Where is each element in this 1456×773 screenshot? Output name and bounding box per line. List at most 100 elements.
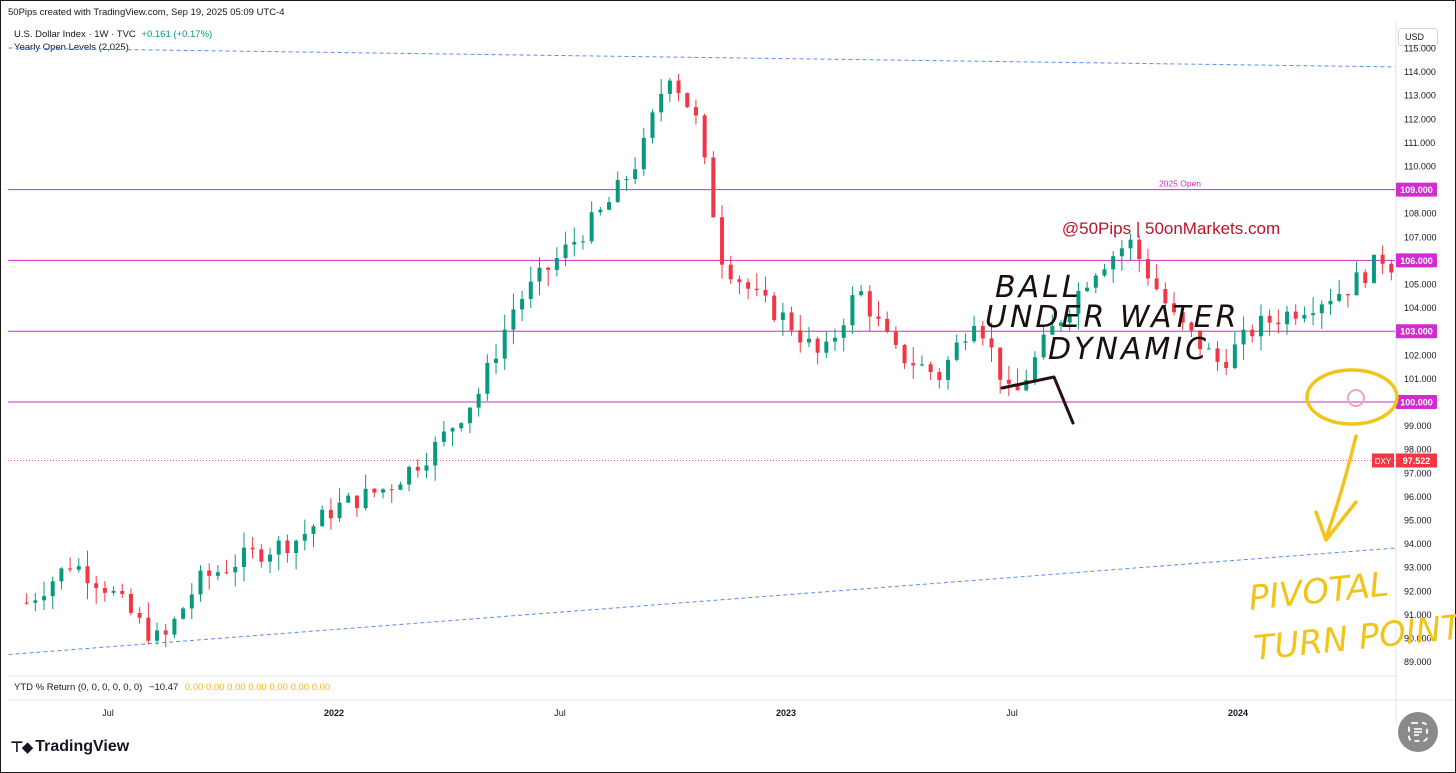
candle-body [172,618,177,635]
candle-body [1389,263,1394,273]
candle-body [580,241,585,243]
brand-label: TradingView [35,738,130,755]
candle-body [50,581,55,597]
candle-body [1006,379,1011,384]
candle-body [1250,329,1255,337]
candle-body [824,341,829,353]
candle-body [815,338,820,353]
trendline [8,547,1395,656]
candle-body [1137,239,1142,260]
candle-body [1258,315,1263,337]
candle-body [1059,322,1064,326]
candle-body [363,488,368,509]
ytd-legend[interactable]: YTD % Return (0, 0, 0, 0, 0, 0) −10.47 0… [14,682,330,693]
candle-body [1363,272,1368,284]
x-tick-label: Jul [1006,708,1018,718]
candle-body [1067,313,1072,323]
candle-body [181,608,186,619]
level-price-label: 106.000 [1400,256,1433,266]
pivot-arrowhead [1314,500,1358,542]
y-tick-label: 101.000 [1404,374,1437,384]
candle-body [120,590,125,594]
currency-unit-button[interactable]: USD [1398,28,1438,46]
y-tick-label: 102.000 [1404,350,1437,360]
candle-body [407,466,412,485]
screenshot-button[interactable] [1398,712,1438,752]
y-tick-label: 95.000 [1404,516,1432,526]
candle-body [902,344,907,364]
y-tick-label: 108.000 [1404,209,1437,219]
indicator-legend[interactable]: Yearly Open Levels (2,025) [14,42,129,53]
candle-body [372,488,377,493]
candle-body [1041,334,1046,358]
candle-body [876,316,881,319]
candle-body [424,465,429,471]
candle-body [1093,275,1098,288]
candle-body [320,509,325,527]
y-tick-label: 94.000 [1404,539,1432,549]
ytd-values: 0.00 0.00 0.00 0.00 0.00 0.00 0.00 [184,682,331,693]
candle-body [772,295,777,320]
ytd-first-value: −10.47 [148,682,179,693]
candle-body [1145,259,1150,279]
candle-body [68,568,73,570]
candle-body [328,509,333,519]
y-tick-label: 96.000 [1404,492,1432,502]
handwritten-note-dark: BALL [995,270,1082,305]
candle-body [650,112,655,138]
y-tick-label: 113.000 [1404,91,1436,101]
level-note: 2025 Open [1159,179,1201,189]
candle-body [676,80,681,93]
tradingview-brand[interactable]: ⊤◆ TradingView [10,738,129,756]
hand-drawn-arrow [1000,375,1075,425]
candle-body [833,337,838,342]
candle-body [1293,311,1298,319]
handwritten-note-dark: DYNAMIC [1048,332,1209,367]
candle-body [1285,311,1290,325]
candle-body [798,330,803,343]
candle-body [155,630,160,641]
candle-body [780,312,785,320]
candle-body [911,363,916,366]
candle-body [224,572,229,574]
y-tick-label: 115.000 [1404,44,1436,54]
candle-body [33,600,38,603]
candle-body [1380,254,1385,264]
symbol-legend[interactable]: U.S. Dollar Index · 1W · TVC +0.161 (+0.… [14,29,212,40]
ytd-label: YTD % Return (0, 0, 0, 0, 0, 0) [14,682,143,693]
candle-body [667,80,672,94]
price-change: +0.161 (+0.17%) [141,29,213,40]
candle-body [163,630,168,635]
candle-body [937,372,942,380]
last-price-tag [1396,453,1437,468]
candle-body [1337,293,1342,301]
y-tick-label: 97.000 [1404,468,1432,478]
candle-body [354,495,359,509]
candle-body [972,325,977,342]
candle-body [459,423,464,429]
candle-body [980,325,985,339]
symbol-tag [1372,453,1394,468]
y-tick-label: 93.000 [1404,563,1432,573]
candle-body [1311,313,1316,315]
candle-body [946,359,951,380]
y-tick-label: 110.000 [1404,162,1436,172]
candle-body [1085,287,1090,292]
candle-body [250,547,255,550]
candle-body [1180,312,1185,323]
last-price-value: 97.522 [1403,456,1431,466]
candles [24,73,1445,648]
candle-body [1441,280,1445,297]
candle-body [1102,269,1107,276]
candle-body [572,241,577,245]
candle-body [1206,348,1211,350]
candle-body [259,549,264,562]
candle-body [685,92,690,108]
candle-body [1276,322,1281,325]
candle-body [563,244,568,258]
candle-body [954,342,959,360]
candle-body [554,257,559,270]
x-tick-label: 2022 [324,708,344,718]
candle-body [1371,254,1376,284]
